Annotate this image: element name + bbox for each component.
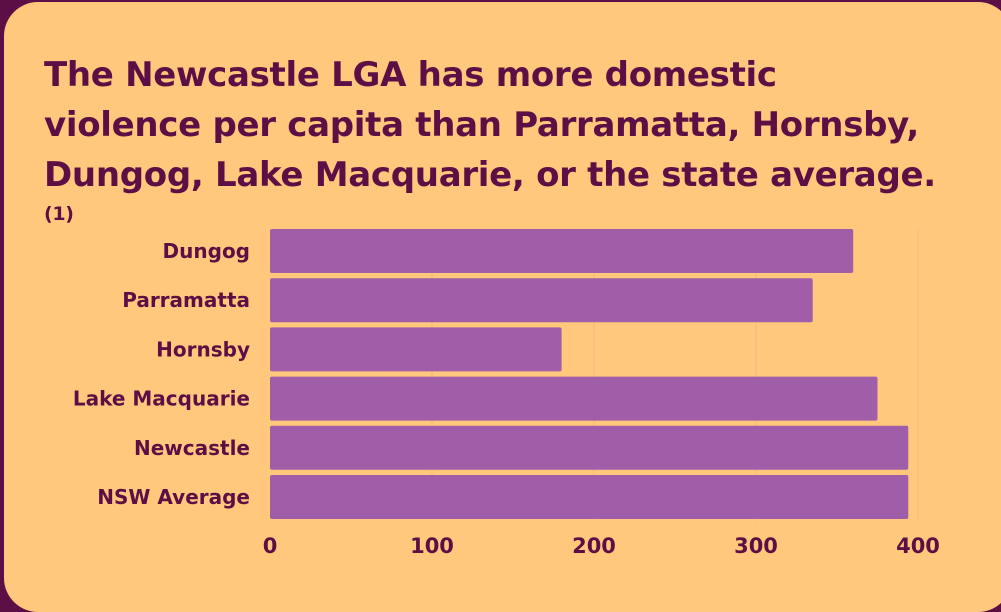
bar-lake-macquarie <box>270 376 878 421</box>
category-label: NSW Average <box>97 485 250 509</box>
footnote-marker: (1) <box>44 203 74 225</box>
x-tick-label: 100 <box>410 534 454 558</box>
bar-newcastle <box>270 425 909 470</box>
category-label: Dungog <box>163 239 250 263</box>
category-label: Newcastle <box>134 436 250 460</box>
category-label: Lake Macquarie <box>73 387 250 411</box>
bar-nsw-average <box>270 475 909 519</box>
bar-dungog <box>270 229 854 273</box>
x-tick-label: 200 <box>572 534 616 558</box>
x-tick-label: 300 <box>734 534 778 558</box>
title-text: The Newcastle LGA has more domestic viol… <box>44 55 936 195</box>
bar-parramatta <box>270 278 813 323</box>
x-tick-label: 400 <box>896 534 940 558</box>
bar-chart: Dungog Parramatta Hornsby Lake Macquarie New… <box>73 229 940 558</box>
category-label: Hornsby <box>156 337 250 361</box>
bar-hornsby <box>270 327 562 372</box>
category-label: Parramatta <box>122 288 250 312</box>
x-tick-label: 0 <box>263 534 278 558</box>
chart-title: The Newcastle LGA has more domestic viol… <box>44 50 944 250</box>
